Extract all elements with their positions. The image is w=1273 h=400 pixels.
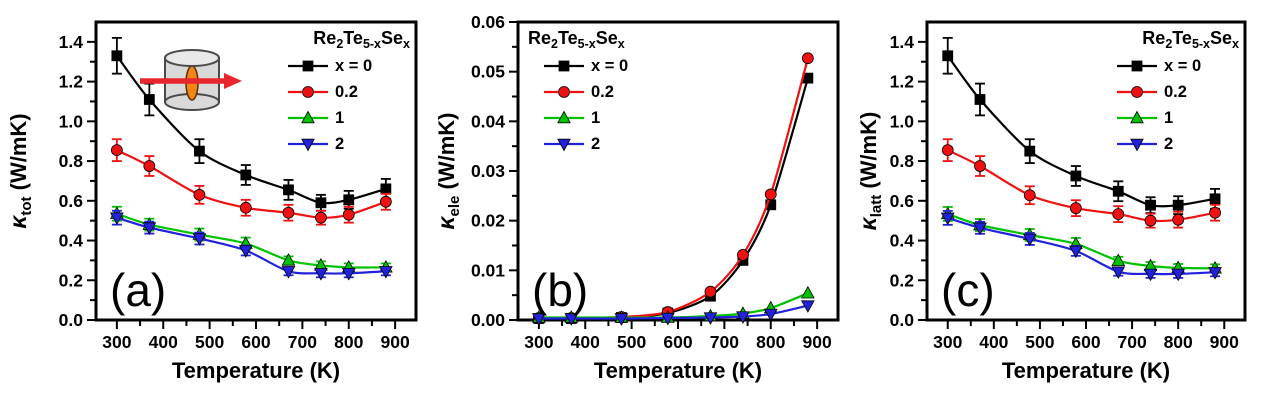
svg-text:0.2: 0.2 <box>890 270 915 290</box>
svg-text:0.02: 0.02 <box>471 211 505 231</box>
svg-text:0.2: 0.2 <box>59 270 84 290</box>
svg-text:1.2: 1.2 <box>890 72 915 92</box>
svg-text:900: 900 <box>381 332 410 352</box>
legend: Re2Te5-xSex x = 0 0.2 1 2 <box>288 28 410 153</box>
svg-text:1.4: 1.4 <box>890 32 915 52</box>
y-axis-label: κlatt (W/mK) <box>855 112 885 231</box>
legend-entry-label: 1 <box>1164 109 1173 127</box>
svg-text:700: 700 <box>288 332 317 352</box>
legend-entry-label: 0.2 <box>591 83 614 101</box>
panel-a: 300 400 500 600 700 800 900 0.0 0.2 0.4 0.6 0.8 1.0 1… <box>0 0 430 400</box>
svg-text:0.8: 0.8 <box>59 151 84 171</box>
svg-text:0.4: 0.4 <box>890 231 915 251</box>
x-axis-label: Temperature (K) <box>172 358 340 383</box>
svg-text:500: 500 <box>1025 332 1054 352</box>
legend-title: Re2Te5-xSex <box>528 28 625 51</box>
panel-b: 300 400 500 600 700 800 900 0.00 0.01 0.02 0.03 0.0… <box>430 0 850 400</box>
svg-text:0.0: 0.0 <box>59 310 84 330</box>
svg-text:0.04: 0.04 <box>471 111 505 131</box>
axes <box>918 40 1226 329</box>
svg-text:300: 300 <box>524 332 553 352</box>
y-axis-label: κtot (W/mK) <box>5 113 35 228</box>
svg-text:600: 600 <box>241 332 270 352</box>
legend-title: Re2Te5-xSex <box>1142 28 1239 51</box>
svg-text:400: 400 <box>979 332 1008 352</box>
svg-text:1.2: 1.2 <box>59 72 84 92</box>
tick-labels: 300 400 500 600 700 800 900 0.0 0.2 0.4 0.6 0.8 1.0 1… <box>59 32 410 352</box>
panel-c: 300 400 500 600 700 800 900 0.0 0.2 0.4 0.6 0.8 1.0 1… <box>850 0 1273 400</box>
sample-cylinder-icon <box>140 49 242 111</box>
legend-entry-label: 2 <box>335 135 344 153</box>
svg-text:800: 800 <box>334 332 363 352</box>
svg-text:600: 600 <box>1071 332 1100 352</box>
panel-label: (c) <box>941 264 995 316</box>
svg-text:1.0: 1.0 <box>59 111 84 131</box>
svg-text:0.03: 0.03 <box>471 161 505 181</box>
series-2 <box>940 210 1222 282</box>
svg-text:800: 800 <box>1164 332 1193 352</box>
svg-text:400: 400 <box>149 332 178 352</box>
legend-entry-label: 2 <box>1164 135 1173 153</box>
svg-text:500: 500 <box>617 332 646 352</box>
legend-entry-label: 0.2 <box>1164 83 1187 101</box>
svg-text:0.01: 0.01 <box>471 260 505 280</box>
chart-panel-a: 300 400 500 600 700 800 900 0.0 0.2 0.4 0.6 0.8 1.0 1… <box>5 20 418 383</box>
series-0.2 <box>110 138 392 226</box>
legend: Re2Te5-xSex x = 0 0.2 1 2 <box>1117 28 1239 153</box>
svg-text:900: 900 <box>803 332 832 352</box>
legend-entry-label: 0.2 <box>335 83 358 101</box>
svg-text:0.05: 0.05 <box>471 62 505 82</box>
chart-panel-c: 300 400 500 600 700 800 900 0.0 0.2 0.4 0.6 0.8 1.0 1… <box>855 20 1247 383</box>
svg-text:0.4: 0.4 <box>59 231 84 251</box>
svg-text:1.0: 1.0 <box>890 111 915 131</box>
axes <box>509 21 819 329</box>
svg-text:0.00: 0.00 <box>471 310 505 330</box>
svg-text:400: 400 <box>571 332 600 352</box>
svg-text:0.06: 0.06 <box>471 12 505 32</box>
series-2 <box>531 300 815 326</box>
legend-entry-label: 1 <box>335 109 344 127</box>
legend-entry-label: x = 0 <box>335 57 372 75</box>
svg-text:0.0: 0.0 <box>890 310 915 330</box>
svg-text:0.6: 0.6 <box>59 191 84 211</box>
svg-text:900: 900 <box>1210 332 1239 352</box>
legend-title: Re2Te5-xSex <box>313 28 410 51</box>
svg-text:1.4: 1.4 <box>59 32 84 52</box>
svg-text:0.6: 0.6 <box>890 191 915 211</box>
panel-label: (b) <box>532 264 588 316</box>
axes <box>87 40 397 329</box>
svg-text:700: 700 <box>1117 332 1146 352</box>
svg-text:600: 600 <box>663 332 692 352</box>
svg-text:0.8: 0.8 <box>890 151 915 171</box>
panel-label: (a) <box>110 264 166 316</box>
tick-labels: 300 400 500 600 700 800 900 0.0 0.2 0.4 0.6 0.8 1.0 1… <box>890 32 1239 352</box>
y-axis-label: κele (W/mK) <box>433 113 463 230</box>
tick-labels: 300 400 500 600 700 800 900 0.00 0.01 0.02 0.03 0.0… <box>471 12 832 352</box>
series-2 <box>109 209 393 281</box>
chart-panel-b: 300 400 500 600 700 800 900 0.00 0.01 0.02 0.03 0.0… <box>433 12 840 383</box>
series-0.2 <box>941 138 1221 229</box>
svg-text:500: 500 <box>195 332 224 352</box>
plot-frame <box>516 20 840 322</box>
svg-text:700: 700 <box>710 332 739 352</box>
legend-entry-label: 2 <box>591 135 600 153</box>
legend-entry-label: 1 <box>591 109 600 127</box>
x-axis-label: Temperature (K) <box>594 358 762 383</box>
svg-text:800: 800 <box>756 332 785 352</box>
svg-text:300: 300 <box>933 332 962 352</box>
legend-entry-label: x = 0 <box>1164 57 1201 75</box>
svg-text:300: 300 <box>102 332 131 352</box>
legend-entry-label: x = 0 <box>591 57 628 75</box>
x-axis-label: Temperature (K) <box>1002 358 1170 383</box>
legend: Re2Te5-xSex x = 0 0.2 1 2 <box>528 28 628 153</box>
series-x0 <box>942 36 1221 216</box>
